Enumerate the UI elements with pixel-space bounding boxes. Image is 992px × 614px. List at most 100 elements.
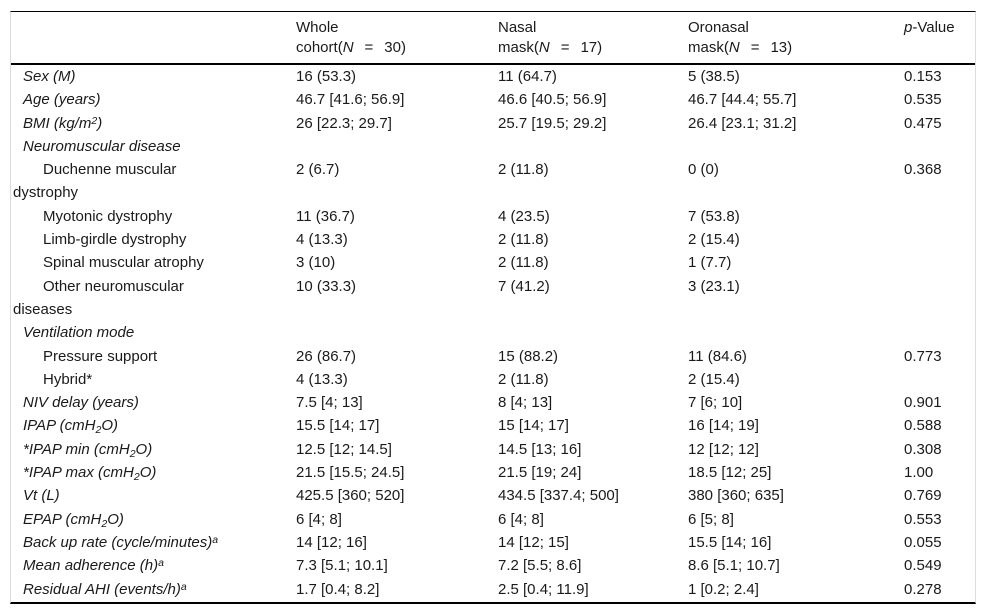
cell-value: 2 (11.8) bbox=[498, 161, 549, 179]
header-oronasal-mask: Oronasal mask(N = 13) bbox=[688, 18, 904, 58]
table-row: Mean adherence (h)a 7.3 [5.1; 10.1] 7.2 … bbox=[11, 554, 975, 577]
cell-value: 7 (53.8) bbox=[688, 207, 740, 225]
row-label: Neuromuscular disease bbox=[23, 137, 181, 155]
row-label: IPAP (cmH2O) bbox=[23, 417, 119, 437]
cell-value: 4 (13.3) bbox=[296, 231, 348, 249]
cell-value: 26 [22.3; 29.7] bbox=[296, 114, 392, 132]
cell-value: 14 [12; 16] bbox=[296, 533, 367, 551]
cell-value: 26.4 [23.1; 31.2] bbox=[688, 114, 797, 132]
table-row: Vt (L) 425.5 [360; 520] 434.5 [337.4; 50… bbox=[11, 484, 975, 507]
cell-value: 8.6 [5.1; 10.7] bbox=[688, 557, 780, 575]
header-whole-cohort: Whole cohort(N = 30) bbox=[296, 18, 498, 58]
cell-value: 21.5 [19; 24] bbox=[498, 464, 582, 482]
cell-value: 0.153 bbox=[904, 68, 942, 85]
table-row: Spinal muscular atrophy 3 (10) 2 (11.8) … bbox=[11, 251, 975, 274]
cell-value: 0.549 bbox=[904, 557, 942, 575]
cell-value: 21.5 [15.5; 24.5] bbox=[296, 464, 405, 482]
table-row: Back up rate (cycle/minutes)a 14 [12; 16… bbox=[11, 531, 975, 554]
table-row: Myotonic dystrophy 11 (36.7) 4 (23.5) 7 … bbox=[11, 205, 975, 228]
table-row: IPAP (cmH2O) 15.5 [14; 17] 15 [14; 17] 1… bbox=[11, 414, 975, 437]
cell-value: 15 (88.2) bbox=[498, 347, 559, 365]
table-row: Residual AHI (events/h)a 1.7 [0.4; 8.2] … bbox=[11, 578, 975, 601]
cell-value: 0.535 bbox=[904, 91, 942, 109]
cell-value: 0.308 bbox=[904, 440, 942, 458]
row-label: Other neuromuscular diseases bbox=[13, 277, 184, 318]
cell-value: 6 [5; 8] bbox=[688, 510, 734, 528]
cell-value: 7 (41.2) bbox=[498, 277, 550, 295]
cell-value: 0.769 bbox=[904, 487, 942, 505]
cell-value: 25.7 [19.5; 29.2] bbox=[498, 114, 607, 132]
cell-value: 46.7 [44.4; 55.7] bbox=[688, 91, 797, 109]
cell-value: 12 [12; 12] bbox=[688, 440, 759, 458]
header-line2: cohort(N = 30) bbox=[296, 39, 406, 56]
row-label: Limb-girdle dystrophy bbox=[43, 231, 187, 249]
header-line1: Nasal bbox=[498, 19, 537, 36]
table-row: Duchenne muscular dystrophy 2 (6.7) 2 (1… bbox=[11, 158, 975, 205]
cell-value: 46.6 [40.5; 56.9] bbox=[498, 91, 607, 109]
cell-value: 5 (38.5) bbox=[688, 68, 740, 85]
cell-value: 0 (0) bbox=[688, 161, 719, 179]
cell-value: 2 (11.8) bbox=[498, 254, 549, 272]
cell-value: 0.553 bbox=[904, 510, 942, 528]
row-label: BMI (kg/m2) bbox=[23, 114, 103, 132]
table-row: EPAP (cmH2O) 6 [4; 8] 6 [4; 8] 6 [5; 8] … bbox=[11, 508, 975, 531]
table-row: Other neuromuscular diseases 10 (33.3) 7… bbox=[11, 275, 975, 322]
cell-value: 3 (23.1) bbox=[688, 277, 740, 295]
cell-value: 2 (11.8) bbox=[498, 370, 549, 388]
row-label: Myotonic dystrophy bbox=[43, 207, 173, 225]
cell-value: 7 [6; 10] bbox=[688, 394, 743, 412]
patient-characteristics-table: Whole cohort(N = 30) Nasal mask(N = 17) Oron… bbox=[10, 11, 976, 604]
cell-value: 0.368 bbox=[904, 161, 942, 179]
cell-value: 380 [360; 635] bbox=[688, 487, 784, 505]
cell-value: 15.5 [14; 16] bbox=[688, 533, 772, 551]
cell-value: 11 (36.7) bbox=[296, 207, 355, 225]
row-label: Ventilation mode bbox=[23, 324, 135, 342]
row-label: Residual AHI (events/h)a bbox=[23, 580, 187, 598]
table-row: Age (years) 46.7 [41.6; 56.9] 46.6 [40.5… bbox=[11, 88, 975, 111]
table-row: Pressure support 26 (86.7) 15 (88.2) 11 … bbox=[11, 345, 975, 368]
cell-value: 18.5 [12; 25] bbox=[688, 464, 772, 482]
header-line1: p-Value bbox=[904, 19, 955, 36]
row-label: Spinal muscular atrophy bbox=[43, 254, 204, 272]
cell-value: 1 (7.7) bbox=[688, 254, 732, 272]
cell-value: 11 (84.6) bbox=[688, 347, 747, 365]
row-label: Mean adherence (h)a bbox=[23, 557, 164, 575]
cell-value: 14 [12; 15] bbox=[498, 533, 569, 551]
table-row: Ventilation mode bbox=[11, 321, 975, 344]
header-p-value: p-Value bbox=[904, 18, 975, 38]
table-header: Whole cohort(N = 30) Nasal mask(N = 17) Oron… bbox=[11, 12, 975, 65]
header-line1: Oronasal bbox=[688, 19, 749, 36]
row-label: EPAP (cmH2O) bbox=[23, 510, 124, 530]
row-label: Vt (L) bbox=[23, 487, 60, 505]
cell-value: 7.2 [5.5; 8.6] bbox=[498, 557, 582, 575]
cell-value: 4 (23.5) bbox=[498, 207, 550, 225]
table-row: *IPAP max (cmH2O) 21.5 [15.5; 24.5] 21.5… bbox=[11, 461, 975, 484]
cell-value: 10 (33.3) bbox=[296, 277, 357, 295]
cell-value: 0.055 bbox=[904, 533, 942, 551]
cell-value: 1.00 bbox=[904, 464, 934, 482]
table-row: *IPAP min (cmH2O) 12.5 [12; 14.5] 14.5 [… bbox=[11, 438, 975, 461]
header-line2: mask(N = 17) bbox=[498, 39, 603, 56]
table-row: NIV delay (years) 7.5 [4; 13] 8 [4; 13] … bbox=[11, 391, 975, 414]
header-line2: mask(N = 13) bbox=[688, 39, 793, 56]
cell-value: 15 [14; 17] bbox=[498, 417, 569, 435]
cell-value: 2 (15.4) bbox=[688, 231, 740, 249]
cell-value: 26 (86.7) bbox=[296, 347, 357, 365]
row-label: Back up rate (cycle/minutes)a bbox=[23, 533, 219, 551]
row-label: *IPAP min (cmH2O) bbox=[23, 440, 153, 460]
row-label: Hybrid* bbox=[43, 370, 93, 388]
cell-value: 425.5 [360; 520] bbox=[296, 487, 405, 505]
cell-value: 16 [14; 19] bbox=[688, 417, 759, 435]
cell-value: 0.588 bbox=[904, 417, 942, 435]
cell-value: 0.901 bbox=[904, 394, 942, 412]
cell-value: 2 (15.4) bbox=[688, 370, 740, 388]
cell-value: 0.475 bbox=[904, 114, 942, 132]
table-row: Limb-girdle dystrophy 4 (13.3) 2 (11.8) … bbox=[11, 228, 975, 251]
cell-value: 16 (53.3) bbox=[296, 68, 357, 85]
header-nasal-mask: Nasal mask(N = 17) bbox=[498, 18, 688, 58]
cell-value: 0.773 bbox=[904, 347, 942, 365]
cell-value: 1 [0.2; 2.4] bbox=[688, 580, 759, 598]
row-label: Age (years) bbox=[23, 91, 101, 109]
cell-value: 2 (11.8) bbox=[498, 231, 549, 249]
